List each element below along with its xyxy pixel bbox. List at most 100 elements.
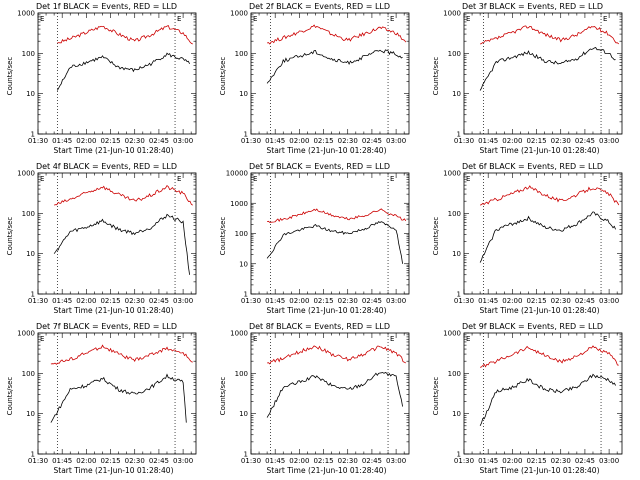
y-tick-label: 10 <box>26 250 35 258</box>
marker-label: E <box>390 335 394 343</box>
x-tick-label: 02:00 <box>289 137 309 145</box>
x-tick-label: 02:45 <box>575 457 595 465</box>
x-axis-label: Start Time (21-Jun-10 01:28:40) <box>53 466 174 475</box>
plot-svg: 1 10 100 1000 01:30 01:45 02:00 02:15 02:30 02:45… <box>443 10 623 145</box>
x-tick-label: 03:00 <box>173 297 193 305</box>
x-axis-label: Start Time (21-Jun-10 01:28:40) <box>479 306 600 315</box>
y-tick-label: 100 <box>22 210 35 218</box>
marker-label: E <box>253 175 257 183</box>
x-axis-label: Start Time (21-Jun-10 01:28:40) <box>53 306 174 315</box>
x-tick-label: 03:00 <box>386 457 406 465</box>
x-tick-label: 01:30 <box>241 457 261 465</box>
events-series-line <box>479 211 616 263</box>
lld-series-line <box>479 25 620 45</box>
y-tick-label: 100 <box>235 50 248 58</box>
marker-label: E <box>466 335 470 343</box>
y-tick-label: 1000 <box>230 330 248 338</box>
y-tick-label: 10 <box>239 410 248 418</box>
y-tick-label: 100 <box>448 210 461 218</box>
marker-label: E <box>40 175 44 183</box>
plot-svg: 1 10 100 1000 01:30 01:45 02:00 02:15 02:30 02:45… <box>17 330 197 465</box>
y-tick-label: 100 <box>448 50 461 58</box>
x-tick-label: 01:45 <box>265 137 285 145</box>
x-tick-label: 02:15 <box>526 137 546 145</box>
x-tick-label: 03:00 <box>386 297 406 305</box>
x-tick-label: 02:30 <box>125 297 145 305</box>
x-tick-label: 02:00 <box>289 297 309 305</box>
y-axis-label: Counts/sec <box>219 56 227 96</box>
events-series-line <box>479 373 616 426</box>
y-tick-label: 10 <box>26 410 35 418</box>
x-tick-label: 03:00 <box>386 137 406 145</box>
lld-series-line <box>479 345 619 368</box>
detector-panel: Det 5f BLACK = Events, RED = LLD 1 10 100 10… <box>213 160 426 320</box>
x-tick-label: 01:30 <box>454 297 474 305</box>
x-tick-label: 01:30 <box>454 137 474 145</box>
x-tick-label: 02:30 <box>338 137 358 145</box>
x-tick-label: 02:30 <box>338 297 358 305</box>
detector-panel: Det 7f BLACK = Events, RED = LLD 1 10 100 10… <box>0 320 213 480</box>
detector-panel: Det 1f BLACK = Events, RED = LLD 1 10 100 10… <box>0 0 213 160</box>
x-axis-label: Start Time (21-Jun-10 01:28:40) <box>266 306 387 315</box>
plot-svg: 1 10 100 1000 01:30 01:45 02:00 02:15 02:30 02:45… <box>17 10 197 145</box>
y-axis-label: Counts/sec <box>6 376 14 416</box>
lld-series-line <box>267 208 407 223</box>
detector-panel: Det 3f BLACK = Events, RED = LLD 1 10 100 10… <box>426 0 639 160</box>
lld-series-line <box>50 344 193 365</box>
x-tick-label: 01:30 <box>454 457 474 465</box>
axes-frame <box>37 172 197 295</box>
marker-label: E <box>390 15 394 23</box>
x-tick-label: 02:15 <box>313 297 333 305</box>
y-tick-label: 1 <box>457 451 461 459</box>
y-tick-label: 10 <box>452 410 461 418</box>
y-tick-label: 10 <box>239 260 248 268</box>
events-series-line <box>53 213 190 275</box>
marker-label: E <box>466 175 470 183</box>
panel-title: Det 5f BLACK = Events, RED = LLD <box>248 162 391 171</box>
x-tick-label: 01:30 <box>241 137 261 145</box>
plot-svg: 1 10 100 1000 10000 01:30 01:45 02:00 02:15 02:30… <box>226 170 410 305</box>
plot-svg: 1 10 100 1000 01:30 01:45 02:00 02:15 02:30 02:45… <box>443 170 623 305</box>
panel-title: Det 8f BLACK = Events, RED = LLD <box>248 322 391 331</box>
marker-label: E <box>603 175 607 183</box>
x-tick-label: 02:00 <box>76 297 96 305</box>
marker-label: E <box>466 15 470 23</box>
y-tick-label: 100 <box>448 370 461 378</box>
x-tick-label: 01:45 <box>478 457 498 465</box>
marker-label: E <box>177 15 181 23</box>
detector-panel: Det 9f BLACK = Events, RED = LLD 1 10 100 10… <box>426 320 639 480</box>
y-tick-label: 100 <box>22 50 35 58</box>
panel-title: Det 6f BLACK = Events, RED = LLD <box>461 162 604 171</box>
x-axis-label: Start Time (21-Jun-10 01:28:40) <box>479 466 600 475</box>
y-tick-label: 1 <box>244 131 248 139</box>
x-axis-label: Start Time (21-Jun-10 01:28:40) <box>53 146 174 155</box>
marker-label: E <box>177 175 181 183</box>
x-tick-label: 02:30 <box>551 137 571 145</box>
y-tick-label: 1000 <box>17 170 35 178</box>
lld-series-line <box>479 185 620 206</box>
y-tick-label: 1 <box>244 291 248 299</box>
y-tick-label: 1 <box>244 451 248 459</box>
x-tick-label: 03:00 <box>599 297 619 305</box>
plot-svg: 1 10 100 1000 01:30 01:45 02:00 02:15 02:30 02:45… <box>17 170 197 305</box>
x-tick-label: 02:45 <box>362 137 382 145</box>
y-tick-label: 1000 <box>230 200 248 208</box>
y-tick-label: 10 <box>239 90 248 98</box>
y-axis-label: Counts/sec <box>432 376 440 416</box>
y-axis-label: Counts/sec <box>6 56 14 96</box>
x-tick-label: 02:15 <box>526 457 546 465</box>
x-tick-label: 02:45 <box>149 137 169 145</box>
x-tick-label: 02:00 <box>502 457 522 465</box>
x-tick-label: 02:30 <box>551 297 571 305</box>
x-tick-label: 02:15 <box>100 457 120 465</box>
panel-title: Det 1f BLACK = Events, RED = LLD <box>35 2 178 11</box>
panel-title: Det 2f BLACK = Events, RED = LLD <box>248 2 391 11</box>
x-tick-label: 02:45 <box>575 137 595 145</box>
x-axis-label: Start Time (21-Jun-10 01:28:40) <box>266 466 387 475</box>
x-tick-label: 01:45 <box>52 137 72 145</box>
y-tick-label: 1000 <box>230 10 248 18</box>
y-tick-label: 10 <box>452 250 461 258</box>
events-series-line <box>266 221 403 264</box>
x-tick-label: 02:15 <box>313 137 333 145</box>
